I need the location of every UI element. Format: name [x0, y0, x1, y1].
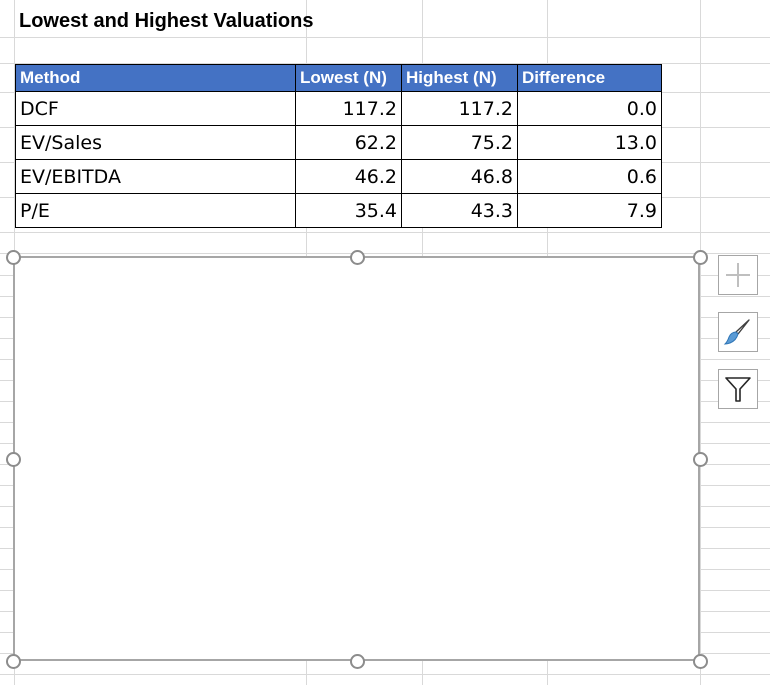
cell-difference[interactable]: 0.0: [517, 91, 662, 126]
header-highest[interactable]: Highest (N): [401, 64, 518, 92]
resize-handle-middle-left[interactable]: [6, 452, 21, 467]
resize-handle-top-right[interactable]: [693, 250, 708, 265]
cell-method[interactable]: P/E: [15, 193, 296, 228]
chart-styles-button[interactable]: [718, 312, 758, 352]
resize-handle-bottom-right[interactable]: [693, 654, 708, 669]
cell-difference[interactable]: 7.9: [517, 193, 662, 228]
cell-highest[interactable]: 75.2: [401, 125, 518, 160]
cell-method[interactable]: EV/EBITDA: [15, 159, 296, 194]
cell-lowest[interactable]: 62.2: [295, 125, 402, 160]
table-header-row: Method Lowest (N) Highest (N) Difference: [15, 64, 662, 92]
chart-filters-button[interactable]: [718, 369, 758, 409]
valuation-table: Method Lowest (N) Highest (N) Difference…: [15, 64, 662, 228]
cell-difference[interactable]: 0.6: [517, 159, 662, 194]
header-difference[interactable]: Difference: [517, 64, 662, 92]
cell-lowest[interactable]: 46.2: [295, 159, 402, 194]
resize-handle-bottom-center[interactable]: [350, 654, 365, 669]
chart-area[interactable]: [13, 256, 700, 661]
sheet-title: Lowest and Highest Valuations: [19, 10, 314, 32]
cell-highest[interactable]: 46.8: [401, 159, 518, 194]
table-row: EV/Sales 62.2 75.2 13.0: [15, 125, 662, 160]
cell-method[interactable]: DCF: [15, 91, 296, 126]
paintbrush-icon: [723, 317, 753, 347]
cell-difference[interactable]: 13.0: [517, 125, 662, 160]
cell-highest[interactable]: 117.2: [401, 91, 518, 126]
resize-handle-top-center[interactable]: [350, 250, 365, 265]
resize-handle-middle-right[interactable]: [693, 452, 708, 467]
plus-icon: [724, 261, 752, 289]
table-row: P/E 35.4 43.3 7.9: [15, 193, 662, 228]
table-row: EV/EBITDA 46.2 46.8 0.6: [15, 159, 662, 194]
cell-lowest[interactable]: 117.2: [295, 91, 402, 126]
header-method[interactable]: Method: [15, 64, 296, 92]
cell-lowest[interactable]: 35.4: [295, 193, 402, 228]
table-row: DCF 117.2 117.2 0.0: [15, 91, 662, 126]
header-lowest[interactable]: Lowest (N): [295, 64, 402, 92]
filter-icon: [723, 374, 753, 404]
cell-method[interactable]: EV/Sales: [15, 125, 296, 160]
resize-handle-top-left[interactable]: [6, 250, 21, 265]
cell-highest[interactable]: 43.3: [401, 193, 518, 228]
chart-elements-button[interactable]: [718, 255, 758, 295]
resize-handle-bottom-left[interactable]: [6, 654, 21, 669]
